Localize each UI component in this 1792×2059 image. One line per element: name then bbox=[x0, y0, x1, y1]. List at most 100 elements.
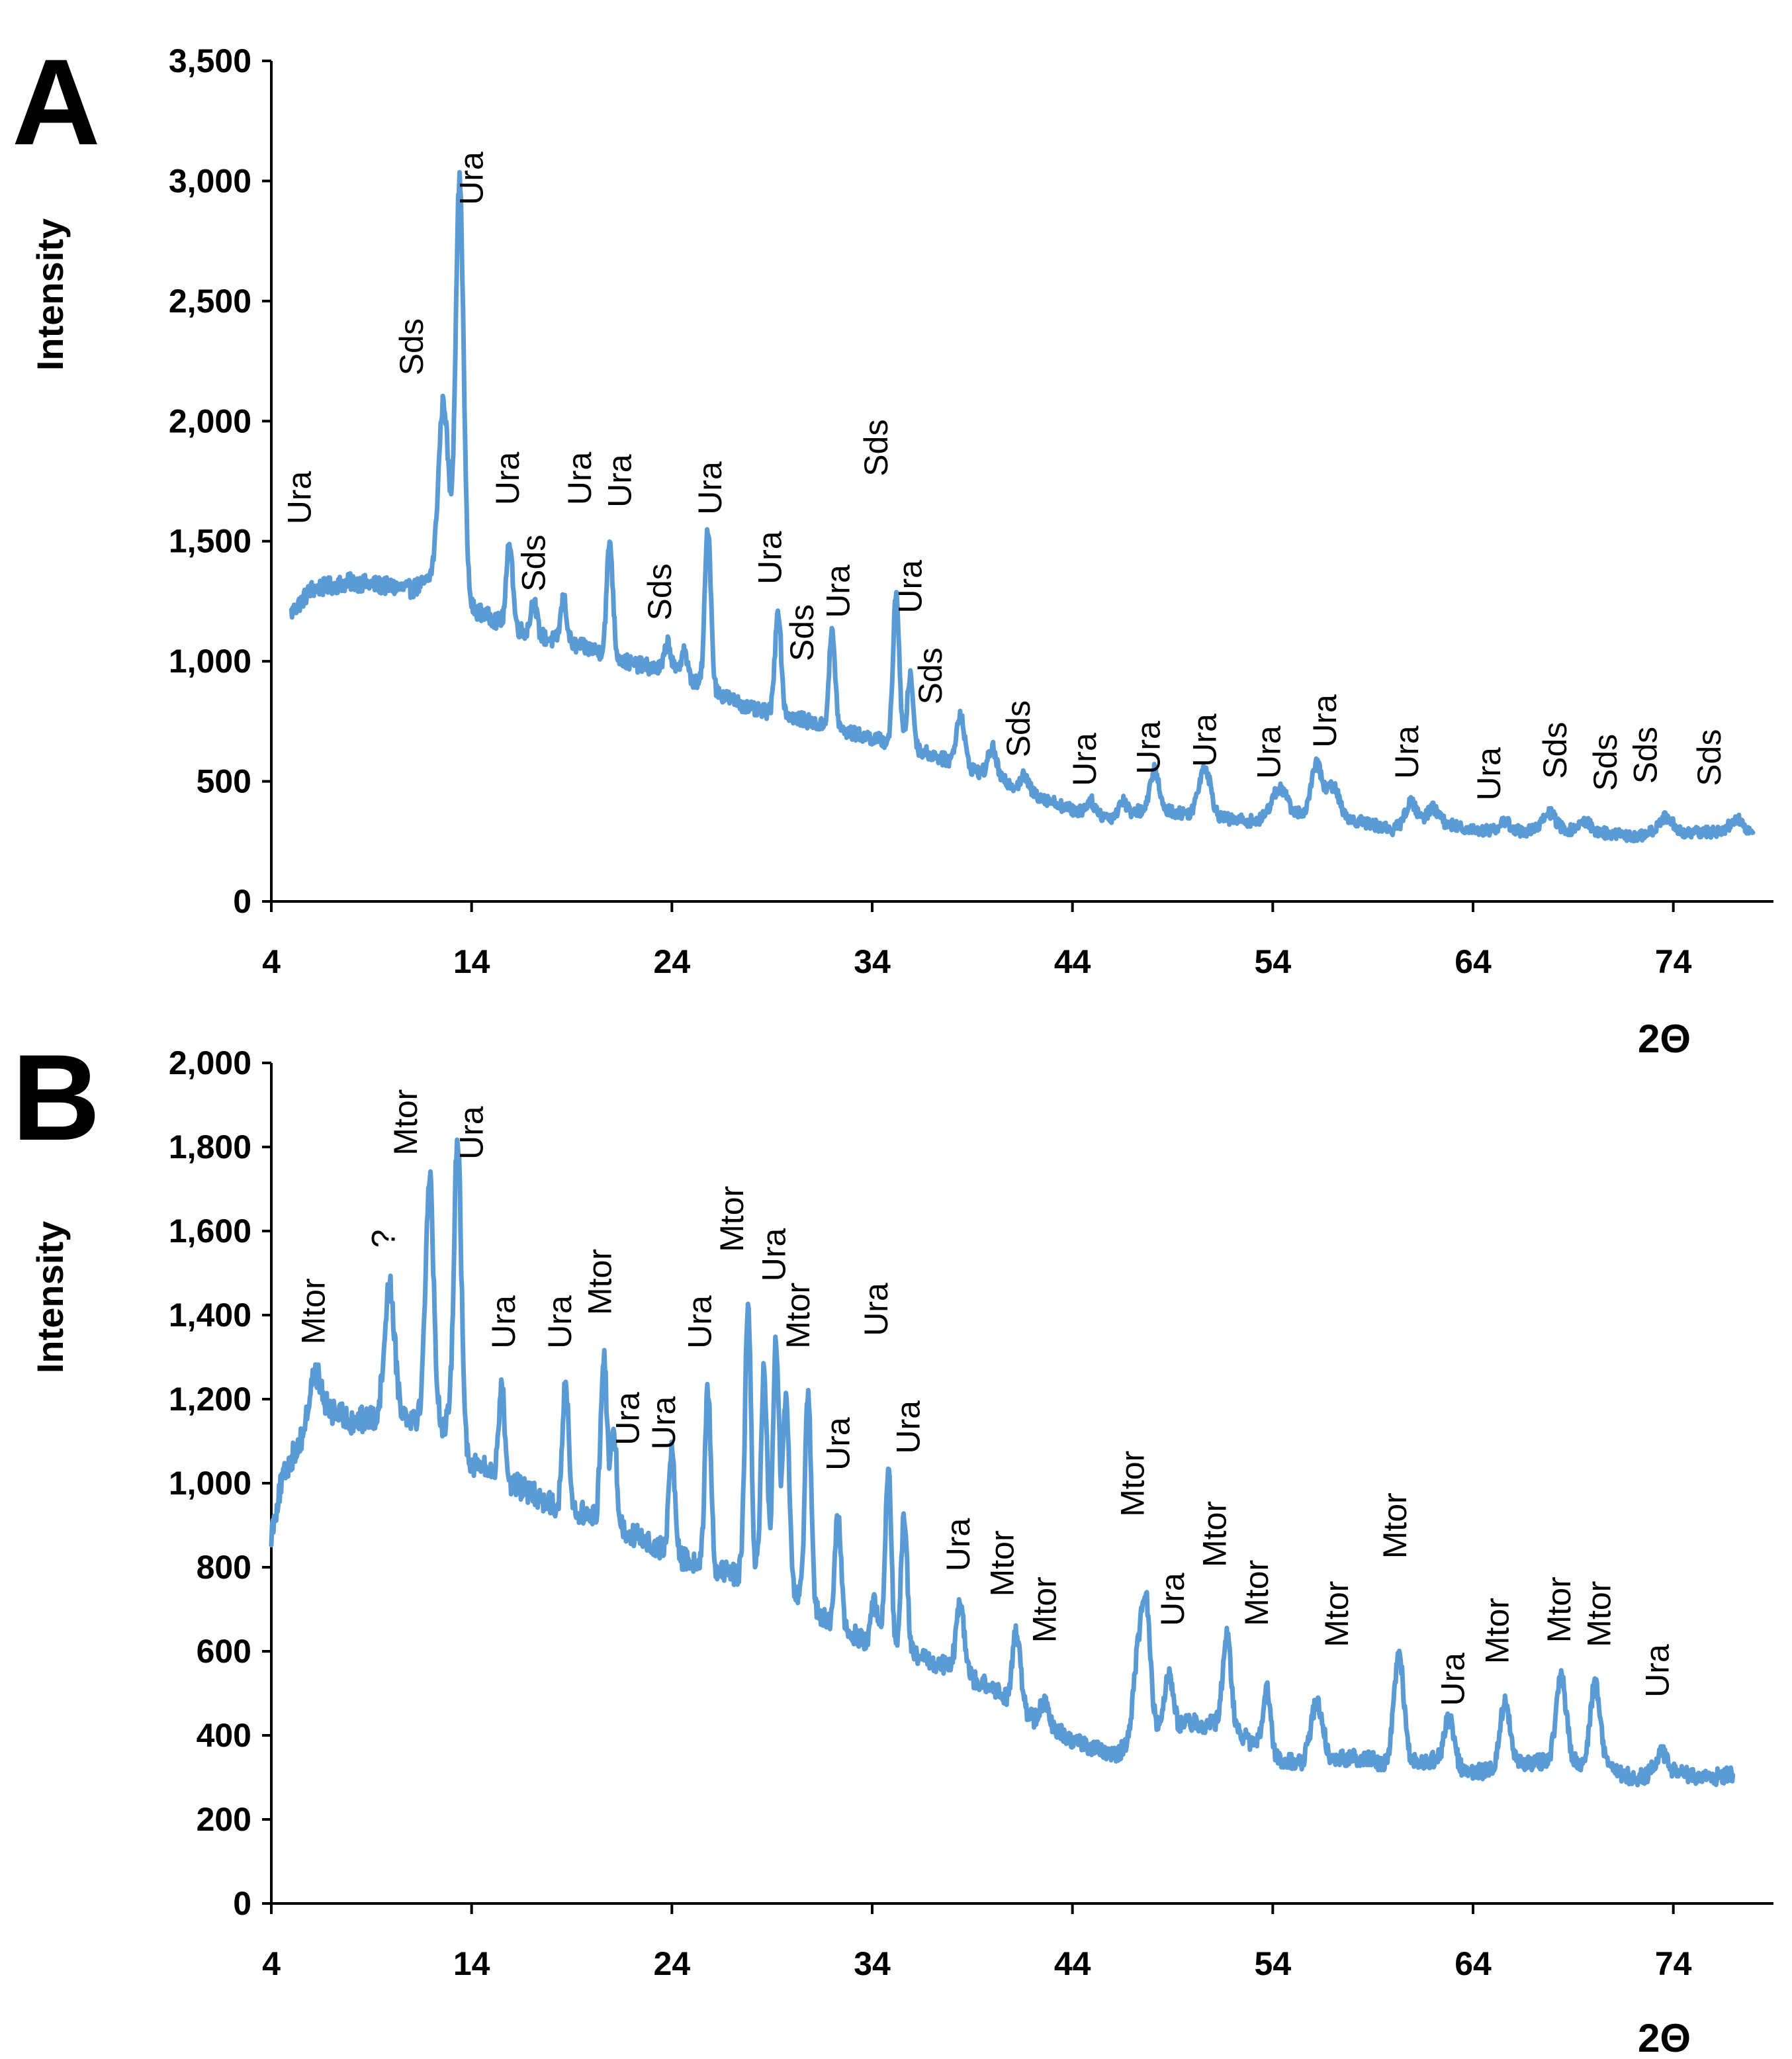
panel-letter: B bbox=[12, 1030, 101, 1166]
peak-label: Ura bbox=[692, 461, 729, 515]
panel-letter: A bbox=[12, 34, 101, 171]
y-tick-label: 1,000 bbox=[169, 643, 251, 680]
peak-label: Ura bbox=[892, 560, 929, 614]
peak-label: Ura bbox=[1186, 713, 1223, 767]
peak-label: Mtor bbox=[1196, 1501, 1233, 1567]
y-tick-label: 2,000 bbox=[169, 402, 251, 439]
peak-label: Sds bbox=[912, 647, 949, 704]
peak-label: Ura bbox=[1066, 733, 1103, 786]
peak-label: Sds bbox=[1627, 727, 1664, 784]
y-axis-title: Intensity bbox=[29, 1221, 71, 1373]
x-tick-label: 34 bbox=[854, 943, 891, 980]
x-tick-label: 64 bbox=[1455, 943, 1492, 980]
peak-label: Ura bbox=[1470, 747, 1507, 801]
peak-label: Ura bbox=[756, 1228, 793, 1281]
y-axis-title: Intensity bbox=[29, 218, 71, 371]
peak-label: Ura bbox=[602, 454, 639, 508]
y-tick-label: 2,000 bbox=[169, 1044, 251, 1081]
x-axis-title: 2Θ bbox=[1638, 1017, 1691, 1061]
axis-ticks: 0 500 1,000 1,500 2,000 2,500 3,000 3,500 4 14 24 3… bbox=[169, 42, 1692, 980]
peak-label: Ura bbox=[890, 1400, 927, 1454]
y-tick-label: 3,000 bbox=[169, 162, 251, 199]
peak-label: Ura bbox=[561, 452, 598, 506]
x-tick-label: 74 bbox=[1655, 943, 1692, 980]
peak-label: Sds bbox=[1537, 722, 1574, 779]
x-tick-label: 44 bbox=[1054, 1945, 1091, 1982]
x-tick-label: 24 bbox=[654, 943, 691, 980]
x-tick-label: 44 bbox=[1054, 943, 1091, 980]
y-tick-label: 1,000 bbox=[169, 1465, 251, 1502]
peak-label: Mtor bbox=[1541, 1577, 1578, 1643]
peak-label: Ura bbox=[453, 152, 490, 205]
x-tick-label: 4 bbox=[262, 943, 281, 980]
axis-ticks: 0 200 400 600 800 1,000 1,200 1,400 1,600 1,800 2,… bbox=[169, 1044, 1692, 1982]
peak-label: Ura bbox=[820, 565, 857, 618]
x-tick-label: 4 bbox=[262, 1945, 281, 1982]
y-tick-label: 1,800 bbox=[169, 1128, 251, 1166]
y-tick-label: 3,500 bbox=[169, 42, 251, 79]
x-tick-label: 64 bbox=[1455, 1945, 1492, 1982]
y-tick-label: 500 bbox=[197, 763, 251, 800]
peak-label: Ura bbox=[1435, 1653, 1472, 1706]
x-axis-title: 2Θ bbox=[1638, 2016, 1691, 2059]
x-tick-label: 74 bbox=[1655, 1945, 1692, 1982]
peak-label: Ura bbox=[489, 452, 526, 506]
axes bbox=[270, 61, 1773, 903]
peak-label: Ura bbox=[682, 1295, 719, 1349]
peak-label: Ura bbox=[645, 1396, 682, 1449]
peak-label: Ura bbox=[541, 1295, 578, 1349]
peak-label: Mtor bbox=[984, 1530, 1021, 1596]
peak-label: Mtor bbox=[780, 1283, 817, 1349]
y-tick-label: 2,500 bbox=[169, 283, 251, 320]
peak-label: Mtor bbox=[1238, 1560, 1275, 1626]
y-tick-label: 200 bbox=[197, 1801, 251, 1838]
peak-label: Ura bbox=[1154, 1573, 1191, 1626]
peak-label: Sds bbox=[1000, 700, 1037, 757]
x-tick-label: 54 bbox=[1255, 943, 1292, 980]
y-tick-label: 1,500 bbox=[169, 523, 251, 560]
peak-label: Ura bbox=[281, 471, 318, 525]
peak-label: Ura bbox=[858, 1283, 895, 1336]
peak-label: Sds bbox=[858, 420, 895, 477]
peak-label: Mtor bbox=[387, 1089, 424, 1156]
x-tick-label: 34 bbox=[854, 1945, 891, 1982]
y-tick-label: 800 bbox=[197, 1549, 251, 1586]
y-tick-label: 1,400 bbox=[169, 1297, 251, 1334]
peak-label: Ura bbox=[1130, 721, 1167, 774]
peak-label: Sds bbox=[1691, 729, 1728, 786]
x-tick-label: 14 bbox=[453, 1945, 490, 1982]
peak-label: Ura bbox=[820, 1417, 857, 1471]
peak-label: Mtor bbox=[1581, 1581, 1618, 1647]
x-tick-label: 24 bbox=[654, 1945, 691, 1982]
panel-a-chart: A Intensity 2Θ 0 500 1,000 1,500 2,000 2,500 3… bbox=[12, 34, 1773, 1061]
peak-label: Mtor bbox=[1318, 1581, 1355, 1647]
y-tick-label: 600 bbox=[197, 1633, 251, 1670]
diffraction-pattern-line bbox=[289, 169, 1756, 844]
peak-label: Ura bbox=[940, 1518, 977, 1572]
y-tick-label: 400 bbox=[197, 1717, 251, 1754]
diffraction-pattern-line bbox=[269, 1137, 1736, 1788]
x-tick-label: 14 bbox=[453, 943, 490, 980]
peak-label: Mtor bbox=[1026, 1577, 1063, 1643]
peak-label: Sds bbox=[515, 535, 553, 592]
x-tick-label: 54 bbox=[1255, 1945, 1292, 1982]
peak-label: Sds bbox=[1587, 734, 1624, 791]
peak-label: Mtor bbox=[295, 1278, 332, 1344]
peak-label: Ura bbox=[752, 531, 789, 584]
y-tick-label: 1,600 bbox=[169, 1213, 251, 1250]
panel-b-chart: B Intensity 2Θ 0 200 400 600 800 1,000 1,200 1,… bbox=[12, 1030, 1773, 2059]
peak-label: Ura bbox=[1388, 725, 1425, 779]
peak-label: Sds bbox=[393, 318, 430, 375]
peak-label: Mtor bbox=[1114, 1451, 1151, 1517]
axes bbox=[270, 1063, 1773, 1905]
y-tick-label: 1,200 bbox=[169, 1381, 251, 1418]
peak-label: Mtor bbox=[713, 1186, 750, 1252]
peak-label: Ura bbox=[453, 1106, 490, 1160]
peak-label: Mtor bbox=[581, 1249, 618, 1315]
peak-label: Sds bbox=[784, 604, 821, 661]
y-tick-label: 0 bbox=[233, 883, 251, 920]
peak-label: ? bbox=[365, 1230, 402, 1248]
